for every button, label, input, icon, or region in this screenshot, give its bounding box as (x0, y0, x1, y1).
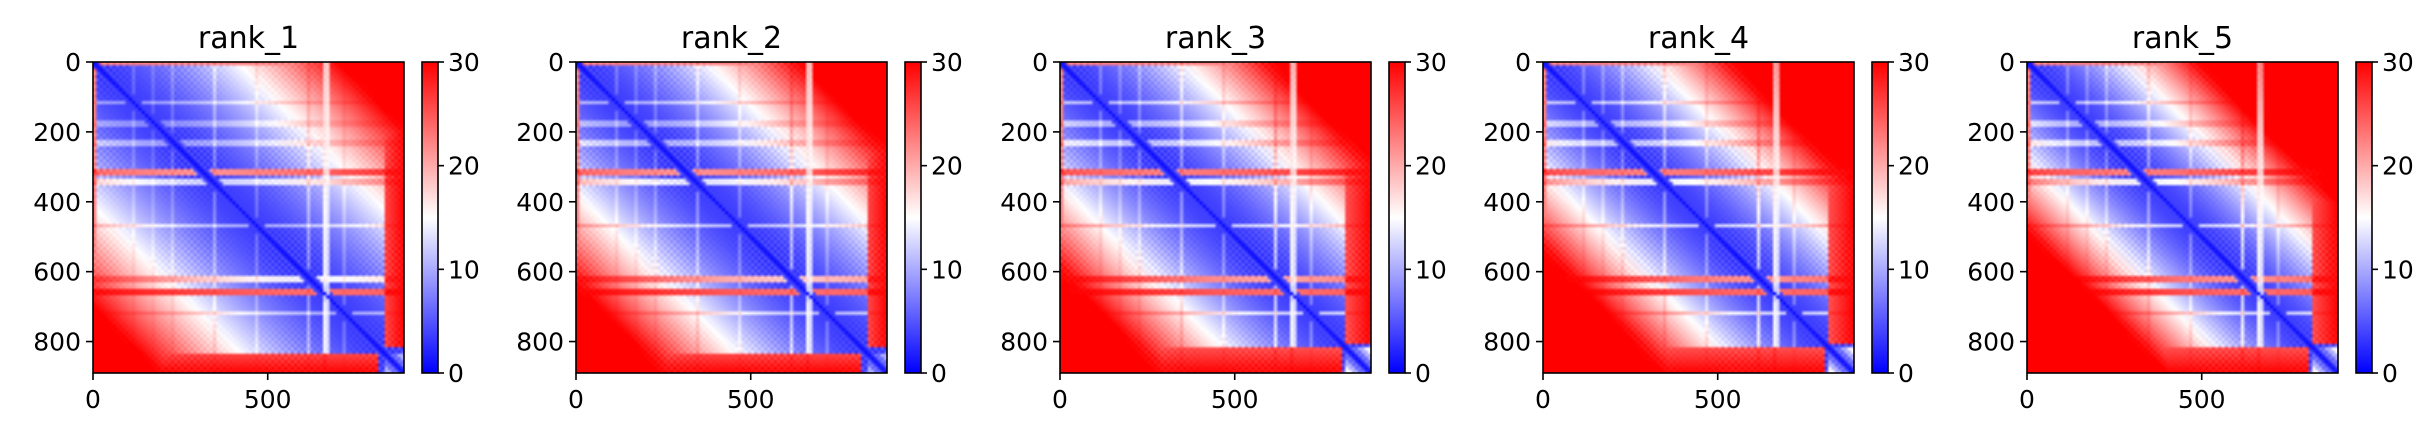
y-tick-label: 800 (1967, 328, 2015, 357)
y-tick-label: 400 (1000, 188, 1048, 217)
y-tick-label: 200 (1000, 118, 1048, 147)
y-tick-label: 800 (1483, 328, 1531, 357)
colorbar-tick-label: 30 (448, 48, 480, 77)
plot-frame (1059, 61, 1372, 374)
colorbar-tick-label: 10 (1898, 255, 1930, 284)
y-tick-label: 600 (1000, 258, 1048, 287)
colorbar-tick-label: 0 (1415, 359, 1431, 388)
colorbar-tick-label: 20 (1415, 152, 1447, 181)
y-tick-label: 400 (1483, 188, 1531, 217)
y-tick-label: 600 (1967, 258, 2015, 287)
x-tick-label: 500 (727, 385, 775, 414)
y-tick-label: 400 (1967, 188, 2015, 217)
colorbar-tick-label: 10 (1415, 255, 1447, 284)
colorbar (1872, 62, 1888, 373)
colorbar-tick-label: 20 (448, 152, 480, 181)
panel-title: rank_5 (2132, 21, 2233, 56)
x-tick-label: 0 (568, 385, 584, 414)
y-tick-label: 200 (1483, 118, 1531, 147)
heatmap-image (93, 62, 404, 373)
y-tick-label: 200 (33, 118, 81, 147)
heatmap-image (576, 62, 887, 373)
y-tick-label: 800 (33, 328, 81, 357)
y-tick-label: 400 (33, 188, 81, 217)
y-tick-label: 0 (65, 48, 81, 77)
heatmap-image (1543, 62, 1854, 373)
plot-frame (1542, 61, 1855, 374)
y-tick-label: 200 (1967, 118, 2015, 147)
y-tick-label: 0 (1515, 48, 1531, 77)
x-tick-label: 0 (1052, 385, 1068, 414)
y-tick-label: 200 (516, 118, 564, 147)
panel-title: rank_3 (1165, 21, 1266, 56)
heatmap-image (2027, 62, 2338, 373)
colorbar-tick-label: 0 (448, 359, 464, 388)
y-tick-label: 800 (1000, 328, 1048, 357)
colorbar-tick-label: 0 (931, 359, 947, 388)
x-tick-label: 500 (1211, 385, 1259, 414)
colorbar-tick-label: 30 (1898, 48, 1930, 77)
colorbar-frame (1388, 61, 1406, 374)
heatmap-image (1060, 62, 1371, 373)
colorbar-tick-label: 20 (1898, 152, 1930, 181)
colorbar-tick-label: 10 (931, 255, 963, 284)
panel-title: rank_2 (681, 21, 782, 56)
x-tick-label: 500 (1694, 385, 1742, 414)
plot-frame (575, 61, 888, 374)
y-tick-label: 600 (516, 258, 564, 287)
colorbar-tick-label: 20 (2382, 152, 2414, 181)
colorbar-frame (421, 61, 439, 374)
x-tick-label: 0 (1535, 385, 1551, 414)
colorbar (1389, 62, 1405, 373)
x-tick-label: 500 (244, 385, 292, 414)
colorbar-tick-label: 30 (931, 48, 963, 77)
colorbar-tick-label: 20 (931, 152, 963, 181)
x-tick-label: 500 (2178, 385, 2226, 414)
plot-frame (2026, 61, 2339, 374)
colorbar-frame (1871, 61, 1889, 374)
panel-title: rank_4 (1648, 21, 1749, 56)
colorbar-tick-label: 30 (1415, 48, 1447, 77)
colorbar-frame (904, 61, 922, 374)
colorbar-tick-label: 0 (2382, 359, 2398, 388)
y-tick-label: 400 (516, 188, 564, 217)
colorbar (2356, 62, 2372, 373)
y-tick-label: 600 (1483, 258, 1531, 287)
y-tick-label: 0 (1032, 48, 1048, 77)
colorbar-tick-label: 30 (2382, 48, 2414, 77)
colorbar (422, 62, 438, 373)
colorbar (905, 62, 921, 373)
y-tick-label: 0 (1999, 48, 2015, 77)
y-tick-label: 0 (548, 48, 564, 77)
panel-title: rank_1 (198, 21, 299, 56)
y-tick-label: 800 (516, 328, 564, 357)
y-tick-label: 600 (33, 258, 81, 287)
x-tick-label: 0 (85, 385, 101, 414)
colorbar-tick-label: 10 (2382, 255, 2414, 284)
x-tick-label: 0 (2019, 385, 2035, 414)
colorbar-tick-label: 0 (1898, 359, 1914, 388)
colorbar-frame (2355, 61, 2373, 374)
plot-frame (92, 61, 405, 374)
colorbar-tick-label: 10 (448, 255, 480, 284)
